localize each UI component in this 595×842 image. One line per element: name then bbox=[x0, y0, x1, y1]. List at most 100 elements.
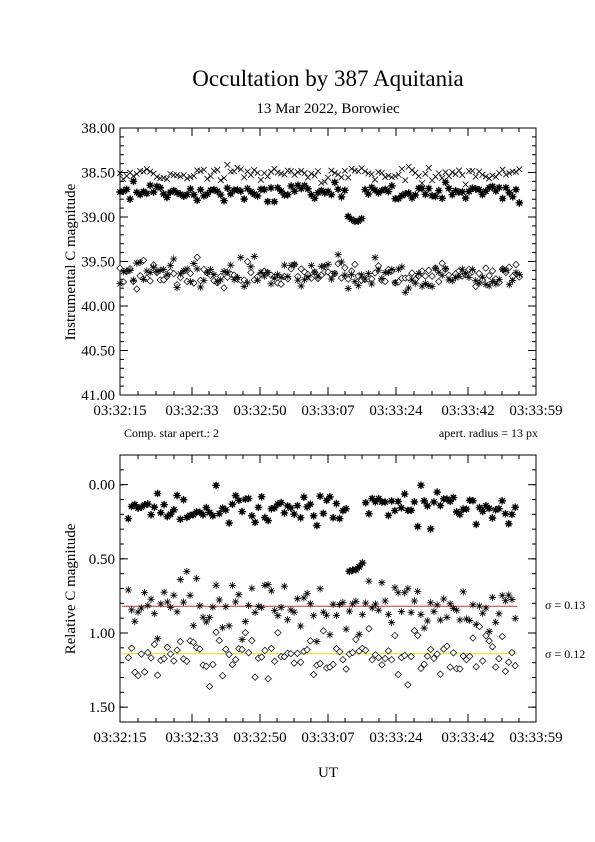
data-point-diamond bbox=[176, 637, 185, 646]
y-tick-label: 38.00 bbox=[81, 121, 115, 137]
data-point-asterisk bbox=[417, 610, 425, 618]
y-tick-label: 0.50 bbox=[89, 552, 115, 568]
data-point-cross bbox=[408, 167, 416, 174]
data-point-cross bbox=[173, 172, 181, 179]
data-point-filled-star bbox=[310, 194, 319, 203]
data-point-asterisk bbox=[466, 616, 474, 625]
data-point-cross bbox=[257, 176, 265, 183]
data-point-asterisk bbox=[342, 625, 350, 633]
data-point-cross bbox=[116, 170, 124, 177]
data-point-asterisk bbox=[127, 606, 136, 614]
data-point-diamond bbox=[144, 648, 152, 657]
data-point-diamond bbox=[247, 268, 255, 277]
data-point-asterisk bbox=[257, 268, 265, 276]
data-point-asterisk bbox=[326, 631, 334, 639]
data-point-filled-star bbox=[485, 504, 493, 513]
data-point-diamond bbox=[267, 644, 276, 652]
data-point-asterisk bbox=[274, 612, 282, 620]
data-point-filled-star bbox=[143, 189, 151, 198]
data-point-filled-star bbox=[225, 519, 233, 527]
data-point-filled-star bbox=[418, 184, 426, 193]
data-point-asterisk bbox=[277, 273, 285, 282]
data-point-asterisk bbox=[294, 276, 302, 284]
data-point-filled-star bbox=[179, 495, 188, 504]
data-point-asterisk bbox=[410, 597, 419, 605]
data-point-filled-star bbox=[157, 508, 165, 517]
data-point-cross bbox=[502, 171, 510, 178]
data-point-filled-star bbox=[129, 177, 138, 186]
data-point-diamond bbox=[433, 650, 441, 658]
data-point-cross bbox=[140, 168, 147, 175]
data-point-asterisk bbox=[173, 608, 181, 616]
data-point-asterisk bbox=[189, 622, 197, 630]
data-point-asterisk bbox=[150, 610, 158, 618]
data-point-diamond bbox=[472, 663, 480, 671]
data-point-asterisk bbox=[472, 620, 480, 628]
data-point-asterisk bbox=[492, 618, 500, 626]
data-point-cross bbox=[264, 173, 271, 180]
data-point-filled-star bbox=[248, 512, 256, 520]
data-point-asterisk bbox=[428, 283, 436, 291]
data-point-diamond bbox=[485, 271, 493, 280]
data-point-diamond bbox=[365, 624, 373, 633]
sigma-label-2: σ = 0.12 bbox=[545, 647, 585, 661]
data-point-diamond bbox=[505, 658, 513, 666]
data-point-diamond bbox=[446, 663, 454, 671]
data-point-asterisk bbox=[139, 275, 148, 284]
data-point-asterisk bbox=[495, 275, 503, 283]
data-point-asterisk bbox=[254, 602, 262, 610]
data-point-cross bbox=[418, 180, 426, 187]
data-point-asterisk bbox=[134, 608, 142, 616]
data-point-cross bbox=[190, 172, 197, 180]
data-point-cross bbox=[298, 167, 305, 174]
data-point-asterisk bbox=[398, 263, 406, 271]
data-point-diamond bbox=[456, 665, 464, 673]
data-point-asterisk bbox=[232, 598, 240, 606]
data-point-filled-star bbox=[330, 178, 339, 187]
data-point-asterisk bbox=[243, 279, 252, 287]
data-point-asterisk bbox=[468, 265, 476, 273]
data-point-cross bbox=[254, 169, 261, 176]
data-point-filled-star bbox=[410, 498, 419, 506]
data-point-filled-star bbox=[391, 506, 399, 515]
data-point-diamond bbox=[134, 671, 142, 680]
data-point-cross bbox=[435, 170, 442, 177]
data-point-filled-star bbox=[126, 195, 134, 203]
data-point-filled-star bbox=[186, 185, 195, 193]
data-point-asterisk bbox=[293, 595, 301, 603]
data-point-filled-star bbox=[144, 500, 152, 508]
data-point-asterisk bbox=[140, 589, 149, 597]
data-point-filled-star bbox=[183, 190, 191, 199]
data-point-diamond bbox=[212, 628, 220, 636]
data-point-cross bbox=[217, 177, 224, 184]
data-point-asterisk bbox=[143, 267, 151, 275]
data-point-asterisk bbox=[488, 593, 497, 602]
data-point-asterisk bbox=[475, 602, 484, 610]
data-point-filled-star bbox=[475, 185, 483, 194]
data-point-asterisk bbox=[220, 267, 228, 276]
data-point-asterisk bbox=[408, 276, 416, 284]
data-point-filled-star bbox=[456, 510, 464, 519]
x-tick-label: 03:33:59 bbox=[509, 403, 562, 419]
data-point-filled-star bbox=[124, 514, 133, 523]
data-point-asterisk bbox=[170, 255, 178, 263]
data-point-filled-star bbox=[314, 188, 322, 197]
data-point-asterisk bbox=[364, 269, 372, 278]
data-point-cross bbox=[278, 170, 285, 177]
data-point-filled-star bbox=[443, 495, 451, 503]
data-point-filled-star bbox=[332, 499, 341, 508]
data-point-asterisk bbox=[277, 603, 285, 612]
data-point-filled-star bbox=[316, 492, 324, 500]
data-point-filled-star bbox=[361, 185, 369, 194]
data-point-diamond bbox=[334, 259, 342, 268]
data-point-asterisk bbox=[238, 636, 246, 644]
data-point-asterisk bbox=[345, 607, 353, 615]
data-point-diamond bbox=[257, 653, 266, 661]
data-point-diamond bbox=[173, 646, 181, 654]
data-point-diamond bbox=[413, 631, 422, 640]
data-point-asterisk bbox=[371, 253, 379, 262]
data-point-diamond bbox=[244, 648, 253, 657]
data-point-asterisk bbox=[351, 277, 359, 286]
data-point-filled-star bbox=[132, 188, 141, 197]
